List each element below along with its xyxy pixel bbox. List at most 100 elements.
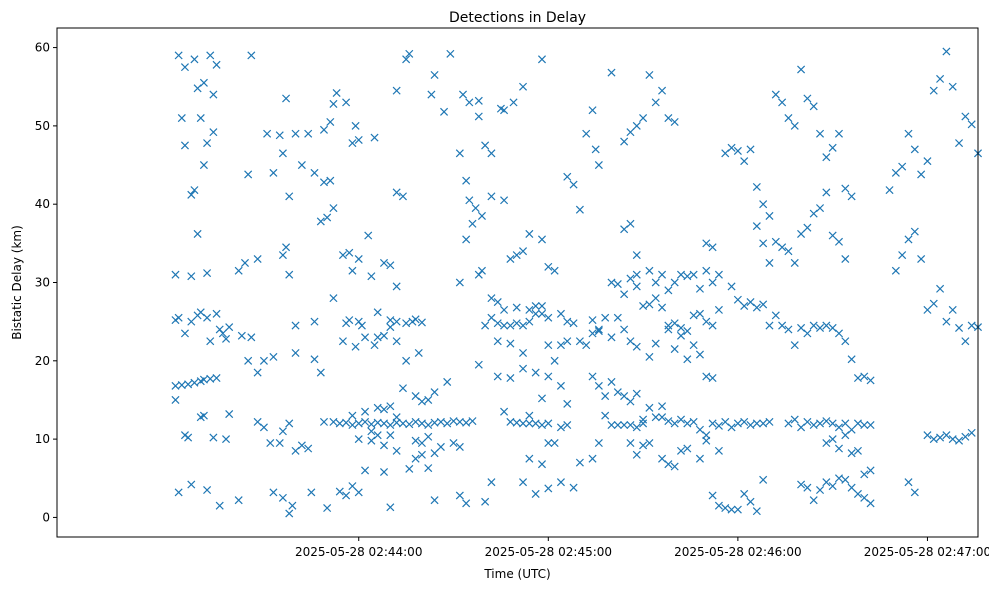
detection-point [187, 480, 196, 489]
detection-point [253, 254, 262, 264]
detection-point [601, 392, 610, 401]
detection-point [601, 411, 610, 420]
detection-point [575, 337, 584, 346]
detection-point [752, 507, 761, 516]
detection-point [379, 441, 389, 450]
detection-point [417, 318, 426, 327]
detection-point [430, 388, 439, 397]
detection-point [446, 49, 455, 58]
detection-point [275, 439, 284, 448]
detection-point [174, 488, 183, 497]
detection-point [474, 112, 483, 121]
detection-point [632, 450, 641, 459]
detection-point [544, 439, 553, 448]
detection-point [658, 413, 667, 422]
detection-point [417, 450, 426, 459]
detection-point [689, 311, 698, 320]
detection-point [506, 339, 515, 348]
detection-point [594, 327, 603, 336]
detection-point [556, 478, 565, 487]
detection-point [212, 60, 221, 69]
detection-point [891, 266, 900, 275]
detection-point [815, 323, 825, 332]
detection-point [244, 356, 253, 365]
detection-point [967, 321, 976, 330]
detection-point [386, 316, 395, 325]
detection-point [544, 262, 553, 271]
detection-point [695, 454, 704, 463]
detection-point [632, 389, 641, 398]
detection-point [708, 243, 717, 252]
detection-point [364, 231, 373, 240]
detection-point [866, 376, 875, 385]
detection-point [487, 478, 496, 487]
detection-point [740, 157, 749, 166]
detection-point [967, 120, 976, 129]
detection-point [645, 352, 654, 361]
detection-point [477, 211, 486, 220]
detection-point [357, 321, 366, 330]
detection-point [471, 204, 480, 213]
detection-point [948, 435, 957, 444]
detection-point [209, 90, 218, 99]
detection-point [942, 47, 951, 56]
detection-point [708, 419, 717, 428]
detection-point [784, 247, 793, 256]
detection-point [891, 168, 900, 177]
detection-point [683, 444, 692, 453]
detection-point [203, 313, 212, 322]
detection-point [487, 149, 496, 158]
detection-point [199, 161, 208, 170]
detection-point [588, 454, 597, 463]
detection-point [379, 258, 389, 267]
detection-point [531, 489, 540, 498]
detection-point [184, 380, 193, 389]
detection-point [626, 274, 635, 283]
detection-point [771, 90, 780, 99]
detection-point [689, 270, 698, 279]
detection-point [285, 419, 294, 428]
detection-point [291, 129, 300, 138]
detection-point [259, 423, 268, 432]
detection-point [759, 475, 768, 484]
detection-point [285, 509, 294, 518]
detection-point [841, 254, 850, 264]
detection-point [822, 478, 831, 487]
detection-point [834, 329, 844, 338]
detection-point [487, 192, 496, 201]
detection-point [664, 417, 673, 426]
detection-point [607, 420, 616, 430]
detection-point [278, 149, 287, 158]
detection-point [307, 488, 316, 497]
detection-point [664, 321, 673, 330]
detection-point [689, 341, 698, 350]
detection-point [500, 196, 509, 205]
detection-point [338, 337, 347, 346]
detection-point [702, 372, 711, 381]
detection-point [853, 446, 862, 455]
detection-point [765, 417, 774, 426]
detection-point [841, 475, 850, 484]
detection-point [500, 321, 509, 330]
detection-point [563, 399, 572, 408]
detection-point [184, 433, 193, 442]
detection-point [702, 317, 711, 326]
detection-point [525, 305, 534, 314]
detection-point [285, 270, 294, 279]
detection-point [563, 420, 572, 430]
detection-point [569, 319, 578, 328]
detection-point [332, 88, 341, 98]
detection-point [392, 86, 401, 95]
detection-point [847, 449, 856, 458]
detection-point [278, 251, 287, 260]
detection-point [563, 172, 572, 181]
detection-point [424, 464, 433, 473]
detection-point [310, 355, 319, 364]
detection-point [424, 420, 433, 430]
detection-point [676, 446, 686, 455]
y-tick-label: 60 [35, 41, 50, 55]
detection-point [310, 168, 319, 177]
detection-point [563, 317, 572, 326]
detection-point [449, 439, 458, 448]
detection-point [370, 133, 379, 142]
